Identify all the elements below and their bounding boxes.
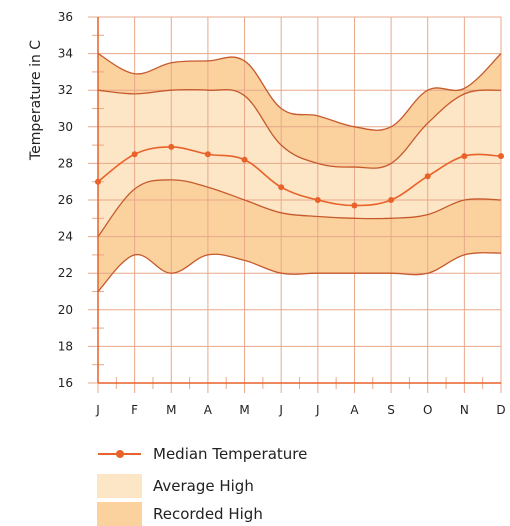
median-point-a-7 <box>351 202 358 209</box>
y-tick-label: 36 <box>58 10 73 24</box>
y-tick-label: 22 <box>58 266 73 280</box>
recorded-high-upper-edge <box>97 53 502 131</box>
median-layer <box>95 143 504 209</box>
x-tick-label: F <box>131 403 138 417</box>
legend-average-label: Average High <box>153 477 254 495</box>
band-layer <box>98 53 501 292</box>
median-point-o-9 <box>424 173 431 180</box>
average-high-upper-edge <box>97 88 502 169</box>
median-point-f-1 <box>131 151 138 158</box>
median-temperature-line <box>97 146 502 207</box>
x-tick-label: J <box>278 403 283 417</box>
y-tick-label: 18 <box>58 339 73 353</box>
y-tick-label: 26 <box>58 193 73 207</box>
x-tick-label: M <box>239 403 249 417</box>
y-tick-label: 24 <box>58 230 73 244</box>
legend-median-marker <box>116 450 124 458</box>
median-point-j-5 <box>278 184 285 191</box>
legend-median-label: Median Temperature <box>153 445 307 463</box>
legend-recorded-swatch <box>97 502 142 526</box>
average-high-lower-edge <box>97 179 502 237</box>
legend: Median Temperature Average High Recorded… <box>97 445 307 526</box>
y-axis-title: Temperature in C <box>28 40 44 161</box>
x-tick-label: M <box>166 403 176 417</box>
x-tick-label: J <box>95 403 100 417</box>
y-tick-label: 28 <box>58 156 73 170</box>
x-tick-label: O <box>423 403 432 417</box>
y-tick-label: 30 <box>58 120 73 134</box>
legend-average-swatch <box>97 474 142 498</box>
x-tick-label: D <box>496 403 505 417</box>
x-tick-label: S <box>387 403 395 417</box>
x-tick-label: A <box>204 403 213 417</box>
band-edge-layer <box>97 53 502 292</box>
x-tick-label: J <box>315 403 320 417</box>
median-point-a-3 <box>204 151 211 158</box>
y-tick-label: 20 <box>58 303 73 317</box>
x-tick-label: A <box>350 403 359 417</box>
median-point-m-2 <box>168 143 175 150</box>
median-point-j-0 <box>95 178 101 185</box>
median-point-d-11 <box>498 153 504 160</box>
recorded-high-lower-edge <box>97 252 502 292</box>
y-tick-labels: 16 18 20 22 24 26 28 30 32 34 36 <box>58 10 73 390</box>
y-tick-label: 16 <box>58 376 73 390</box>
median-point-n-10 <box>461 153 468 160</box>
median-point-j-6 <box>314 197 321 203</box>
median-point-s-8 <box>388 197 395 203</box>
legend-recorded-label: Recorded High <box>153 505 263 523</box>
y-tick-label: 34 <box>58 47 73 61</box>
median-point-m-4 <box>241 156 248 163</box>
x-tick-label: N <box>460 403 469 417</box>
y-tick-label: 32 <box>58 83 73 97</box>
